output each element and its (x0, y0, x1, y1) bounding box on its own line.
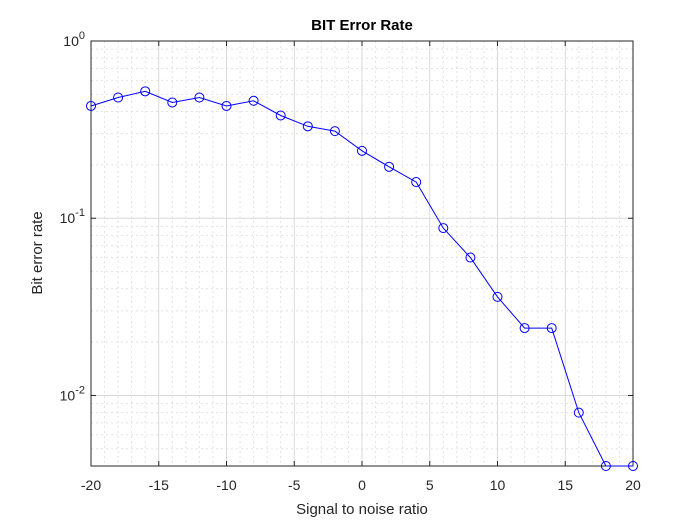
data-point (221, 100, 232, 111)
data-point (357, 145, 367, 156)
data-point (248, 95, 259, 106)
x-tick-label: -20 (81, 477, 101, 493)
chart-title: BIT Error Rate (311, 17, 413, 34)
data-point (302, 121, 313, 132)
x-tick-label: 10 (490, 477, 506, 493)
data-point (140, 86, 151, 97)
data-point (492, 291, 503, 302)
x-tick-label: 20 (625, 477, 641, 493)
data-point (113, 92, 124, 103)
x-tick-label: 5 (426, 477, 434, 493)
y-tick-label: 10-2 (60, 384, 85, 403)
data-point (86, 100, 96, 111)
data-point (384, 161, 395, 172)
x-tick-label: -15 (149, 477, 169, 493)
x-tick-label: -5 (288, 477, 301, 493)
data-point (329, 126, 340, 137)
data-point (411, 177, 422, 188)
series-line (90, 90, 633, 467)
data-point (628, 461, 638, 471)
data-point (465, 252, 476, 263)
data-point (519, 323, 530, 334)
data-point (600, 461, 611, 471)
y-tick-label: 100 (63, 30, 85, 49)
data-point (194, 92, 205, 103)
x-tick-label: 0 (358, 477, 366, 493)
y-tick-label: 10-1 (60, 207, 85, 226)
y-axis-label: Bit error rate (29, 211, 46, 294)
data-point (438, 223, 449, 234)
x-tick-label: 15 (557, 477, 573, 493)
data-point (546, 323, 557, 334)
plot-area: -20 -15 -10 -5 0 5 10 15 20 100 10-1 10-2 (60, 30, 641, 493)
data-point (275, 110, 286, 121)
data-point (573, 407, 584, 418)
x-axis-label: Signal to noise ratio (296, 501, 428, 518)
data-point (167, 97, 178, 108)
x-tick-label: -10 (216, 477, 236, 493)
